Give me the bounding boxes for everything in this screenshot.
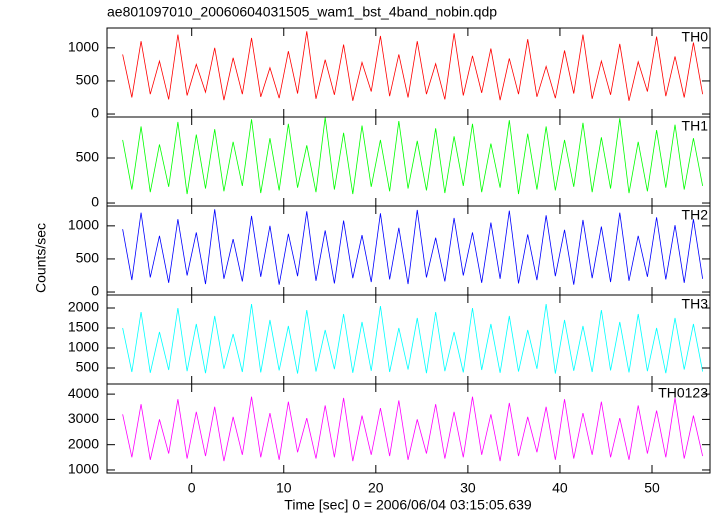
panel-label: TH0123 — [658, 385, 708, 401]
y-tick-label: 500 — [76, 250, 100, 266]
y-tick-label: 2000 — [68, 435, 99, 451]
y-tick-label: 0 — [91, 194, 99, 210]
x-tick-label: 20 — [368, 480, 384, 496]
panel-frame — [106, 27, 711, 118]
y-tick-label: 1000 — [68, 461, 99, 477]
y-tick-label: 500 — [76, 149, 100, 165]
panel-label: TH2 — [682, 207, 709, 223]
y-tick-label: 500 — [76, 72, 100, 88]
panel-frame — [106, 294, 711, 385]
y-tick-label: 500 — [76, 359, 100, 375]
y-tick-label: 0 — [91, 105, 99, 121]
chart-title: ae801097010_20060604031505_wam1_bst_4ban… — [107, 4, 497, 20]
light-curve — [122, 303, 704, 374]
x-tick-label: 10 — [276, 480, 292, 496]
y-tick-label: 1500 — [68, 319, 99, 335]
light-curve — [122, 209, 704, 285]
y-tick-label: 3000 — [68, 410, 99, 426]
y-tick-label: 0 — [91, 283, 99, 299]
light-curve — [122, 117, 704, 195]
panel-label: TH1 — [682, 118, 709, 134]
x-tick-label: 30 — [460, 480, 476, 496]
x-tick-label: 40 — [552, 480, 568, 496]
panel-frame — [106, 383, 711, 474]
x-axis-label: Time [sec] 0 = 2006/06/04 03:15:05.639 — [284, 497, 532, 513]
x-tick-label: 50 — [644, 480, 660, 496]
panel-label: TH3 — [682, 296, 709, 312]
y-tick-label: 4000 — [68, 385, 99, 401]
panel-frame — [106, 116, 711, 207]
y-tick-label: 1000 — [68, 39, 99, 55]
x-tick-label: 0 — [188, 480, 196, 496]
light-curve — [122, 396, 704, 462]
y-tick-label: 1000 — [68, 217, 99, 233]
y-tick-label: 1000 — [68, 339, 99, 355]
panel-label: TH0 — [682, 29, 709, 45]
y-tick-label: 2000 — [68, 299, 99, 315]
light-curve — [122, 31, 704, 101]
y-axis-label: Counts/sec — [33, 223, 49, 293]
